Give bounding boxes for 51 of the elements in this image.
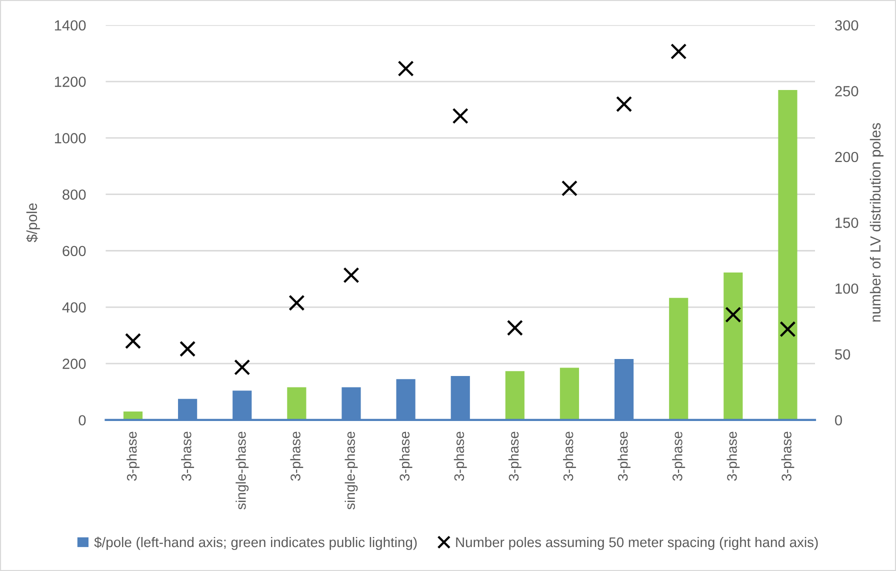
point: [725, 306, 742, 323]
y2-tick-label: 200: [835, 152, 858, 162]
point: [343, 267, 360, 284]
x-tick-label: 3-phase: [563, 432, 576, 481]
point: [780, 321, 796, 338]
y-tick-label: 1400: [54, 20, 86, 31]
x-tick-label: 3-phase: [181, 432, 194, 481]
bar: [287, 387, 306, 420]
x-tick-label: 3-phase: [618, 432, 631, 481]
point: [452, 108, 468, 124]
y-tick-label: 1000: [54, 133, 86, 144]
point: [561, 180, 578, 196]
y2-tick-label: 50: [835, 349, 850, 360]
y-tick-label: 800: [62, 189, 86, 200]
legend-label: Number poles assuming 50 meter spacing (right hand axis): [456, 536, 818, 550]
x-tick-label: 3-phase: [726, 432, 740, 481]
bar: [505, 371, 524, 420]
legend-label: $/pole (left-hand axis; green indicates public lighting): [94, 536, 417, 550]
y2-tick-label: 250: [835, 86, 858, 96]
y-tick-label: 200: [62, 358, 86, 369]
x-tick-label: 3-phase: [672, 432, 686, 481]
point: [616, 96, 632, 112]
x-tick-label: single-phase: [236, 432, 249, 510]
y2-axis-title: number of LV distribution poles: [870, 123, 884, 322]
x-tick-label: 3-phase: [454, 432, 467, 481]
x-tick-label: 3-phase: [508, 432, 522, 481]
y2-tick-label: 0: [835, 415, 842, 426]
point: [234, 359, 250, 376]
bar: [669, 298, 688, 420]
x-tick-label: 3-phase: [290, 432, 304, 481]
x-tick-label: 3-phase: [781, 432, 794, 481]
y2-tick-label: 150: [836, 218, 858, 228]
y2-tick-label: 100: [836, 283, 858, 294]
point: [670, 43, 687, 60]
bar: [724, 272, 743, 420]
x-tick-label: 3-phase: [399, 432, 412, 481]
y-tick-label: 600: [62, 246, 86, 256]
point: [398, 60, 414, 77]
y-tick-label: 1200: [54, 76, 86, 87]
point: [124, 332, 142, 350]
x-tick-label: single-phase: [344, 432, 358, 510]
point: [288, 294, 305, 311]
bar: [778, 90, 798, 420]
point: [506, 320, 523, 336]
x-tick-label: 3-phase: [126, 432, 140, 481]
y2-tick-label: 300: [835, 20, 858, 31]
bar: [560, 368, 580, 420]
y-tick-label: 0: [78, 415, 86, 426]
y-tick-label: 400: [62, 302, 86, 313]
y-axis-title: $/pole: [26, 203, 40, 242]
point: [180, 340, 196, 357]
